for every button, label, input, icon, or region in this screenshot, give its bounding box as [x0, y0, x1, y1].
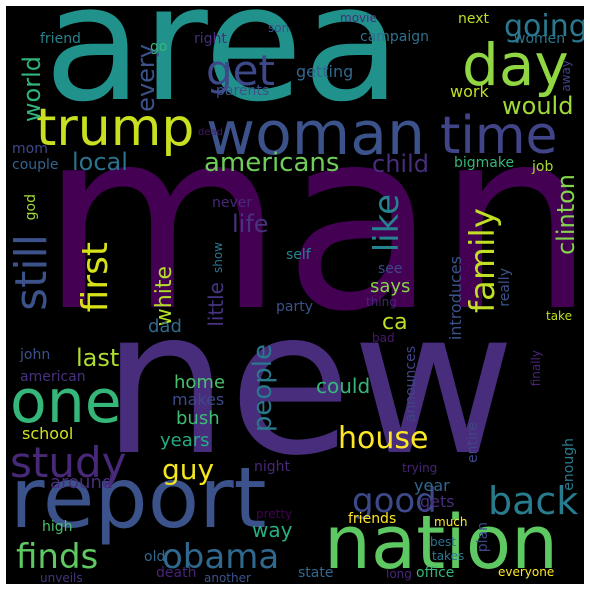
- word-year: year: [414, 476, 450, 495]
- word-going: going: [504, 9, 584, 44]
- word-house: house: [338, 421, 429, 456]
- word-bigmake: bigmake: [454, 155, 515, 171]
- word-job: job: [532, 159, 554, 175]
- word-finds: finds: [16, 537, 99, 577]
- word-go: go: [150, 39, 168, 55]
- word-report: report: [10, 449, 267, 547]
- word-show: show: [211, 242, 225, 274]
- word-mom: mom: [12, 141, 48, 157]
- word-work: work: [450, 82, 489, 101]
- word-woman: woman: [206, 99, 426, 169]
- word-long: long: [386, 567, 412, 581]
- word-school: school: [22, 424, 74, 443]
- word-finally: finally: [529, 350, 543, 387]
- word-introduces: introduces: [446, 256, 465, 341]
- word-movie: movie: [340, 11, 377, 25]
- word-study: study: [10, 438, 127, 487]
- word-god: god: [23, 194, 39, 221]
- word-friends: friends: [348, 511, 397, 527]
- word-ca: ca: [382, 310, 408, 335]
- word-last: last: [76, 344, 120, 372]
- word-right: right: [194, 31, 227, 47]
- word-self: self: [286, 247, 311, 263]
- word-get: get: [206, 46, 275, 95]
- word-really: really: [497, 268, 513, 307]
- word-unveils: unveils: [40, 571, 83, 584]
- word-bad: bad: [372, 331, 395, 345]
- word-another: another: [204, 571, 251, 584]
- word-nation: nation: [324, 500, 558, 584]
- word-friend: friend: [40, 31, 81, 47]
- word-women: women: [514, 31, 566, 47]
- word-campaign: campaign: [360, 29, 430, 45]
- word-takes: takes: [432, 549, 465, 563]
- word-entire: entire: [465, 422, 481, 463]
- word-good: good: [352, 481, 437, 521]
- word-makes: makes: [172, 390, 225, 409]
- word-away: away: [559, 60, 573, 92]
- word-clinton: clinton: [552, 174, 580, 256]
- word-see: see: [378, 261, 403, 277]
- word-plan: plan: [475, 522, 491, 553]
- word-local: local: [72, 148, 128, 176]
- word-around: around: [50, 472, 114, 493]
- word-man: man: [40, 75, 584, 366]
- word-old: old: [144, 549, 166, 565]
- word-time: time: [440, 106, 558, 166]
- word-area: area: [44, 6, 401, 137]
- word-gets: gets: [420, 492, 455, 511]
- word-american: american: [20, 369, 86, 385]
- word-couple: couple: [12, 157, 59, 173]
- word-back: back: [488, 479, 579, 523]
- word-day: day: [462, 31, 569, 99]
- word-first: first: [75, 242, 116, 313]
- word-little: little: [204, 282, 228, 327]
- word-bush: bush: [176, 408, 220, 429]
- word-world: world: [18, 56, 46, 123]
- word-enough: enough: [561, 438, 577, 491]
- word-obama: obama: [162, 537, 280, 577]
- word-much: much: [434, 515, 468, 529]
- word-best: best: [430, 535, 456, 549]
- word-parents: parents: [216, 83, 270, 99]
- word-dead: dead: [198, 127, 223, 138]
- word-people: people: [248, 344, 278, 433]
- word-way: way: [252, 518, 293, 542]
- word-thing: thing: [366, 295, 397, 309]
- word-trump: trump: [36, 98, 195, 158]
- word-party: party: [276, 299, 313, 315]
- word-high: high: [42, 519, 73, 535]
- word-family: family: [463, 208, 503, 313]
- word-office: office: [416, 565, 455, 581]
- word-life: life: [232, 210, 269, 238]
- word-says: says: [370, 276, 411, 297]
- word-getting: getting: [296, 62, 354, 81]
- word-dad: dad: [148, 316, 182, 337]
- word-would: would: [502, 92, 574, 120]
- word-john: john: [20, 347, 51, 363]
- word-child: child: [372, 150, 429, 178]
- word-years: years: [160, 430, 210, 451]
- word-announces: announces: [403, 346, 419, 423]
- word-cloud: area man new report nation woman trump t…: [6, 6, 584, 584]
- word-next: next: [458, 11, 490, 27]
- word-son: son: [268, 21, 290, 35]
- word-home: home: [174, 372, 226, 393]
- word-one: one: [10, 367, 122, 437]
- word-trying: trying: [402, 461, 438, 475]
- word-death: death: [156, 565, 197, 581]
- word-new: new: [102, 267, 516, 500]
- word-night: night: [254, 459, 291, 475]
- word-still: still: [6, 234, 57, 311]
- word-take: take: [546, 309, 572, 323]
- word-never: never: [212, 195, 253, 211]
- word-guy: guy: [162, 453, 215, 486]
- word-americans: americans: [204, 148, 340, 178]
- word-could: could: [316, 374, 371, 398]
- word-pretty: pretty: [256, 507, 293, 521]
- word-state: state: [298, 565, 334, 581]
- word-everyone: everyone: [498, 565, 555, 579]
- word-like: like: [367, 194, 407, 253]
